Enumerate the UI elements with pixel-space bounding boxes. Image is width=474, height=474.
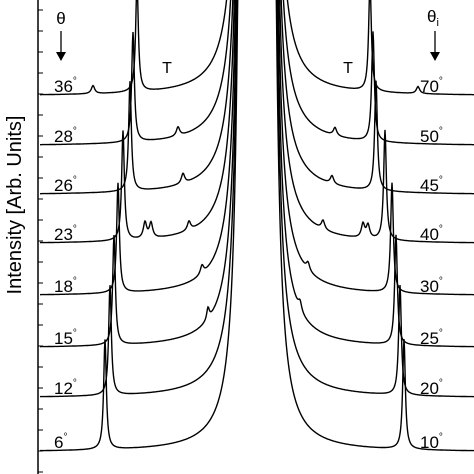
left-angle-label: 12° (54, 378, 77, 398)
left-angle-label: 18° (54, 276, 77, 296)
right-angle-label: 45° (420, 175, 443, 195)
down-arrow-icon-left (56, 31, 66, 61)
spectrum-trace (40, 0, 474, 146)
theta-header-left: θ (56, 9, 65, 28)
spectrum-trace (40, 0, 474, 296)
spectrum-trace (40, 0, 474, 452)
left-angle-label: 26° (54, 175, 77, 195)
peak-label-t-right: T (343, 60, 353, 77)
right-angle-label: 40° (420, 224, 443, 244)
left-angle-label: 36° (54, 76, 77, 96)
left-angle-label: 28° (54, 126, 77, 146)
right-angle-label: 10° (420, 432, 443, 452)
theta-header-right: θi (427, 7, 439, 29)
right-angle-label: 50° (420, 126, 443, 146)
left-angle-label: 23° (54, 224, 77, 244)
left-angle-label: 6° (54, 432, 67, 452)
y-axis-ticks (38, 9, 43, 473)
labels-group: 6° 10° 12° 20° 15° 25° 18° 30° 23° 40° 26° 45° 28° 50… (54, 76, 443, 452)
traces-group (39, 0, 474, 452)
spectrum-trace (40, 0, 474, 96)
right-angle-label: 70° (420, 76, 443, 96)
peak-label-t-left: T (162, 60, 172, 77)
right-angle-label: 30° (420, 276, 443, 296)
spectrum-trace (40, 0, 474, 348)
spectrum-trace (39, 0, 474, 398)
right-angle-label: 25° (420, 328, 443, 348)
y-axis-label: Intensity [Arb. Units] (4, 116, 26, 295)
down-arrow-icon-right (430, 31, 440, 61)
left-angle-label: 15° (54, 328, 77, 348)
spectrum-trace (39, 0, 474, 244)
spectrum-trace (40, 0, 474, 195)
right-angle-label: 20° (420, 378, 443, 398)
